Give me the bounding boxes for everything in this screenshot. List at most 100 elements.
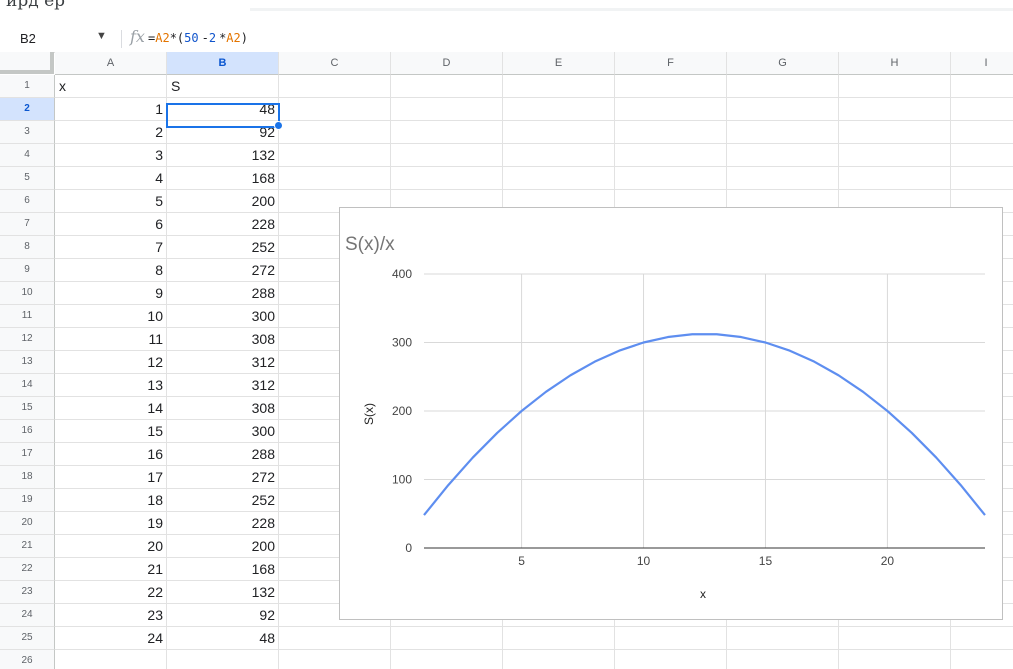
cell-d2[interactable]	[391, 98, 503, 121]
cell-b18[interactable]: 272	[167, 466, 279, 489]
cell-b20[interactable]: 228	[167, 512, 279, 535]
cell-g26[interactable]	[727, 650, 839, 669]
cell-h3[interactable]	[839, 121, 951, 144]
line-chart[interactable]: 0 100 200 300 400 5 10 15 20 S(x)/x x S(x)	[339, 207, 1003, 620]
cell-c6[interactable]	[279, 190, 391, 213]
cell-b17[interactable]: 288	[167, 443, 279, 466]
row-header[interactable]: 14	[0, 374, 55, 397]
row-header[interactable]: 18	[0, 466, 55, 489]
column-header-h[interactable]: H	[839, 52, 951, 75]
cell-e4[interactable]	[503, 144, 615, 167]
cell-a15[interactable]: 14	[55, 397, 167, 420]
cell-g5[interactable]	[727, 167, 839, 190]
cell-i26[interactable]	[951, 650, 1013, 669]
cell-b25[interactable]: 48	[167, 627, 279, 650]
cell-a21[interactable]: 20	[55, 535, 167, 558]
cell-b4[interactable]: 132	[167, 144, 279, 167]
row-header[interactable]: 6	[0, 190, 55, 213]
cell-h2[interactable]	[839, 98, 951, 121]
cell-a24[interactable]: 23	[55, 604, 167, 627]
row-header[interactable]: 7	[0, 213, 55, 236]
cell-c1[interactable]	[279, 75, 391, 98]
cell-g1[interactable]	[727, 75, 839, 98]
cell-a23[interactable]: 22	[55, 581, 167, 604]
cell-c3[interactable]	[279, 121, 391, 144]
column-header-e[interactable]: E	[503, 52, 615, 75]
cell-i5[interactable]	[951, 167, 1013, 190]
cell-g25[interactable]	[727, 627, 839, 650]
cell-g4[interactable]	[727, 144, 839, 167]
cell-h25[interactable]	[839, 627, 951, 650]
row-header[interactable]: 9	[0, 259, 55, 282]
cell-a14[interactable]: 13	[55, 374, 167, 397]
cell-d3[interactable]	[391, 121, 503, 144]
cell-a19[interactable]: 18	[55, 489, 167, 512]
row-header[interactable]: 20	[0, 512, 55, 535]
cell-a5[interactable]: 4	[55, 167, 167, 190]
cell-e25[interactable]	[503, 627, 615, 650]
cell-c2[interactable]	[279, 98, 391, 121]
row-header[interactable]: 26	[0, 650, 55, 669]
column-header-b[interactable]: B	[167, 52, 279, 75]
cell-a4[interactable]: 3	[55, 144, 167, 167]
fill-handle[interactable]	[274, 121, 283, 130]
cell-c25[interactable]	[279, 627, 391, 650]
row-header[interactable]: 15	[0, 397, 55, 420]
cell-i24[interactable]	[951, 604, 1013, 627]
cell-a11[interactable]: 10	[55, 305, 167, 328]
cell-e1[interactable]	[503, 75, 615, 98]
row-header[interactable]: 17	[0, 443, 55, 466]
cell-h5[interactable]	[839, 167, 951, 190]
cell-b10[interactable]: 288	[167, 282, 279, 305]
row-header[interactable]: 19	[0, 489, 55, 512]
cell-g2[interactable]	[727, 98, 839, 121]
name-box-dropdown-icon[interactable]: ▼	[96, 30, 107, 42]
cell-d25[interactable]	[391, 627, 503, 650]
cell-f4[interactable]	[615, 144, 727, 167]
cell-b11[interactable]: 300	[167, 305, 279, 328]
cell-c5[interactable]	[279, 167, 391, 190]
cell-e2[interactable]	[503, 98, 615, 121]
cell-i25[interactable]	[951, 627, 1013, 650]
cell-b14[interactable]: 312	[167, 374, 279, 397]
cell-f2[interactable]	[615, 98, 727, 121]
select-all-corner[interactable]	[0, 52, 54, 74]
column-header-g[interactable]: G	[727, 52, 839, 75]
column-header-i[interactable]: I	[951, 52, 1013, 75]
cell-h4[interactable]	[839, 144, 951, 167]
column-header-d[interactable]: D	[391, 52, 503, 75]
cell-b21[interactable]: 200	[167, 535, 279, 558]
cell-a17[interactable]: 16	[55, 443, 167, 466]
cell-c26[interactable]	[279, 650, 391, 669]
row-header[interactable]: 3	[0, 121, 55, 144]
row-header[interactable]: 11	[0, 305, 55, 328]
column-header-a[interactable]: A	[55, 52, 167, 75]
cell-d1[interactable]	[391, 75, 503, 98]
cell-f1[interactable]	[615, 75, 727, 98]
row-header[interactable]: 22	[0, 558, 55, 581]
cell-f25[interactable]	[615, 627, 727, 650]
row-header[interactable]: 4	[0, 144, 55, 167]
cell-b23[interactable]: 132	[167, 581, 279, 604]
cell-e3[interactable]	[503, 121, 615, 144]
column-header-c[interactable]: C	[279, 52, 391, 75]
cell-a10[interactable]: 9	[55, 282, 167, 305]
row-header[interactable]: 12	[0, 328, 55, 351]
row-header[interactable]: 13	[0, 351, 55, 374]
cell-a2[interactable]: 1	[55, 98, 167, 121]
cell-a25[interactable]: 24	[55, 627, 167, 650]
row-header[interactable]: 8	[0, 236, 55, 259]
cell-a22[interactable]: 21	[55, 558, 167, 581]
cell-c4[interactable]	[279, 144, 391, 167]
cell-f5[interactable]	[615, 167, 727, 190]
name-box[interactable]: B2	[20, 31, 36, 46]
cell-a6[interactable]: 5	[55, 190, 167, 213]
cell-b5[interactable]: 168	[167, 167, 279, 190]
cell-b22[interactable]: 168	[167, 558, 279, 581]
cell-b15[interactable]: 308	[167, 397, 279, 420]
cell-b26[interactable]	[167, 650, 279, 669]
cell-b13[interactable]: 312	[167, 351, 279, 374]
cell-i2[interactable]	[951, 98, 1013, 121]
cell-b16[interactable]: 300	[167, 420, 279, 443]
cell-d4[interactable]	[391, 144, 503, 167]
